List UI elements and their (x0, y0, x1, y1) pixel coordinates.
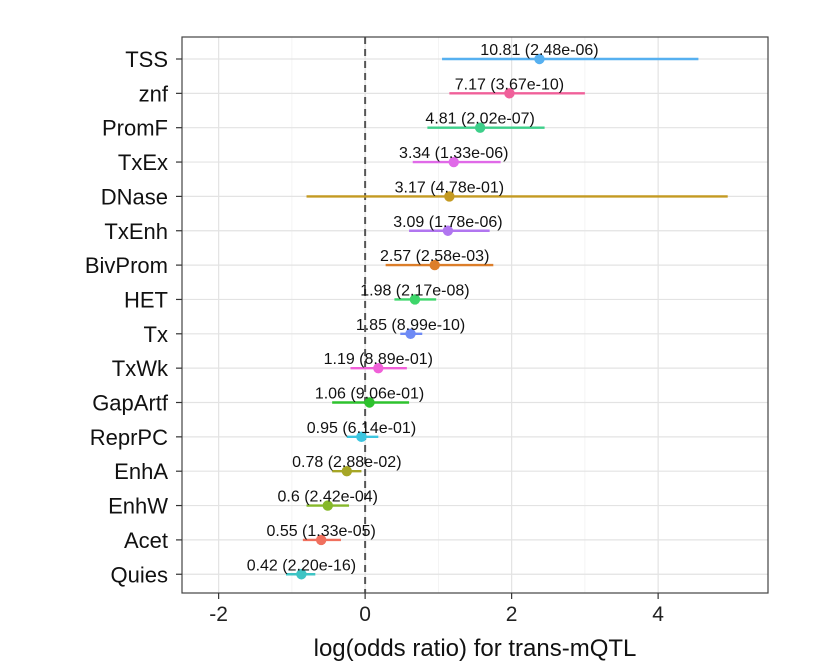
data-label-PromF: 4.81 (2.02e-07) (425, 111, 534, 128)
point-estimate-DNase (444, 191, 455, 202)
data-label-ReprPC: 0.95 (6.14e-01) (307, 420, 416, 437)
data-marks: 10.81 (2.48e-06) 7.17 (3.67e-10) 4.81 (2.0… (247, 42, 728, 580)
category-label-TxWk: TxWk (112, 356, 169, 381)
data-label-HET: 1.98 (2.17e-08) (360, 282, 469, 299)
category-label-HET: HET (124, 287, 168, 312)
category-label-GapArtf: GapArtf (92, 391, 169, 416)
category-label-TxEnh: TxEnh (104, 219, 168, 244)
category-label-Acet: Acet (124, 528, 168, 553)
data-label-Quies: 0.42 (2.20e-16) (247, 557, 356, 574)
point-estimate-EnhW (322, 500, 333, 511)
category-label-PromF: PromF (102, 116, 168, 141)
category-label-TxEx: TxEx (118, 150, 168, 175)
point-estimate-ReprPC (356, 431, 367, 443)
point-estimate-TxEx (448, 156, 459, 168)
data-label-EnhW: 0.6 (2.42e-04) (278, 489, 379, 506)
data-label-znf: 7.17 (3.67e-10) (455, 76, 564, 93)
category-label-znf: znf (139, 81, 169, 106)
category-label-ReprPC: ReprPC (90, 425, 168, 450)
x-tick-label: 2 (506, 603, 518, 626)
point-estimate-Acet (315, 534, 327, 546)
y-axis-ticks: TSS znf PromF TxEx DNase TxEnh BivProm HET Tx TxW… (85, 47, 182, 587)
data-label-DNase: 3.17 (4.78e-01) (395, 179, 504, 196)
point-estimate-TxEnh (442, 225, 454, 236)
data-label-TxEnh: 3.09 (1.78e-06) (393, 214, 502, 231)
category-label-Tx: Tx (144, 322, 168, 347)
point-estimate-BivProm (429, 259, 440, 271)
data-label-Acet: 0.55 (1.33e-05) (266, 523, 375, 540)
x-tick-label: -2 (209, 603, 228, 626)
x-axis-title: log(odds ratio) for trans-mQTL (314, 635, 637, 662)
category-label-EnhA: EnhA (114, 459, 168, 484)
category-label-BivProm: BivProm (85, 253, 168, 278)
point-estimate-EnhA (341, 466, 353, 477)
data-label-Tx: 1.85 (8.99e-10) (356, 317, 465, 334)
point-estimate-Tx (405, 328, 416, 339)
point-estimate-PromF (474, 122, 486, 133)
data-label-TSS: 10.81 (2.48e-06) (480, 42, 598, 59)
point-estimate-TxWk (373, 362, 384, 374)
point-estimate-HET (409, 294, 421, 305)
point-estimate-znf (504, 88, 515, 99)
data-label-GapArtf: 1.06 (9.06e-01) (315, 386, 424, 403)
category-label-DNase: DNase (101, 184, 168, 209)
data-label-BivProm: 2.57 (2.58e-03) (380, 248, 489, 265)
data-label-TxWk: 1.19 (8.89e-01) (324, 351, 433, 368)
category-label-TSS: TSS (125, 47, 168, 72)
x-tick-label: 4 (652, 603, 664, 626)
x-axis-ticks: -2 0 2 4 (209, 593, 664, 626)
data-label-TxEx: 3.34 (1.33e-06) (399, 145, 508, 162)
category-label-EnhW: EnhW (108, 494, 168, 519)
point-estimate-GapArtf (364, 397, 375, 408)
plot-panel-frame (181, 36, 769, 594)
point-estimate-TSS (534, 53, 545, 65)
panel-border (181, 36, 769, 594)
point-estimate-Quies (296, 569, 307, 580)
category-label-Quies: Quies (111, 562, 168, 587)
x-tick-label: 0 (359, 603, 371, 626)
data-label-EnhA: 0.78 (2.88e-02) (292, 454, 401, 471)
